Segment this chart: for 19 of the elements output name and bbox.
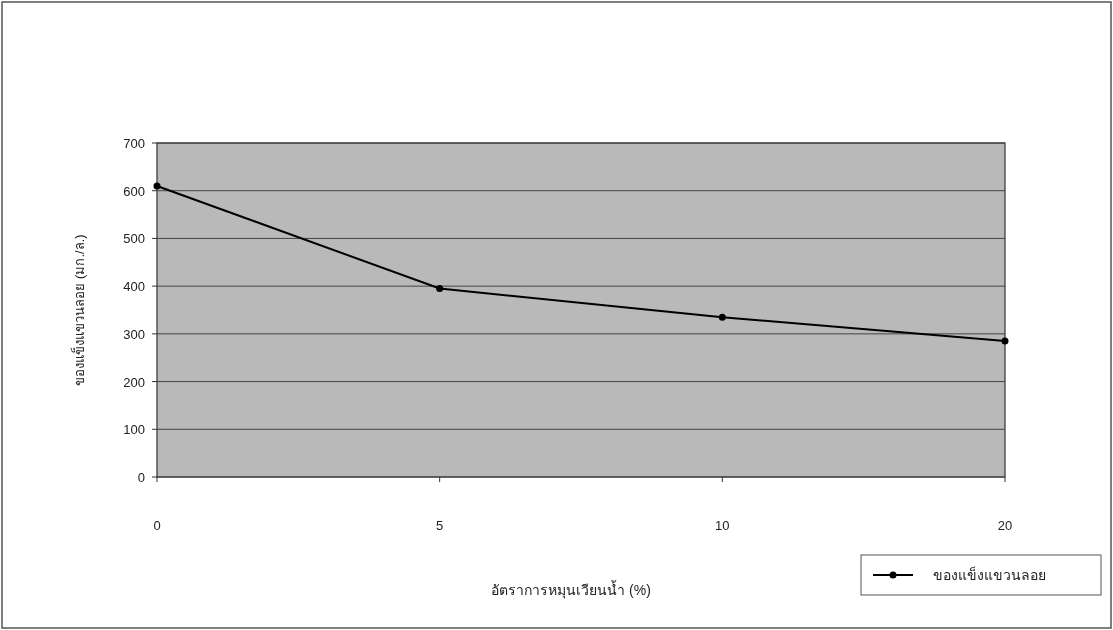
- x-tick-label: 20: [997, 518, 1013, 533]
- point: [436, 285, 444, 293]
- x-tick-label: 5: [436, 518, 444, 533]
- point: [153, 182, 161, 190]
- y-tick-label: 400: [123, 279, 145, 295]
- x-axis-title: อัตราการหมุนเวียนน้ำ (%): [491, 580, 651, 599]
- x-tick-label: 10: [715, 518, 730, 533]
- y-tick-label: 300: [123, 326, 145, 342]
- point: [718, 313, 726, 321]
- point: [1001, 337, 1009, 345]
- y-tick-label: 500: [123, 231, 145, 247]
- y-tick-label: 700: [123, 136, 145, 151]
- y-axis-title: ของแข็งแขวนลอย (มก./ล.): [70, 234, 87, 386]
- x-tick-label: 0: [153, 518, 161, 533]
- y-tick-label: 0: [137, 470, 145, 485]
- y-tick-label: 100: [123, 422, 145, 438]
- legend-label: ของแข็งแขวนลอย: [933, 566, 1046, 583]
- y-tick-label: 200: [123, 374, 145, 390]
- y-tick-label: 600: [123, 183, 145, 199]
